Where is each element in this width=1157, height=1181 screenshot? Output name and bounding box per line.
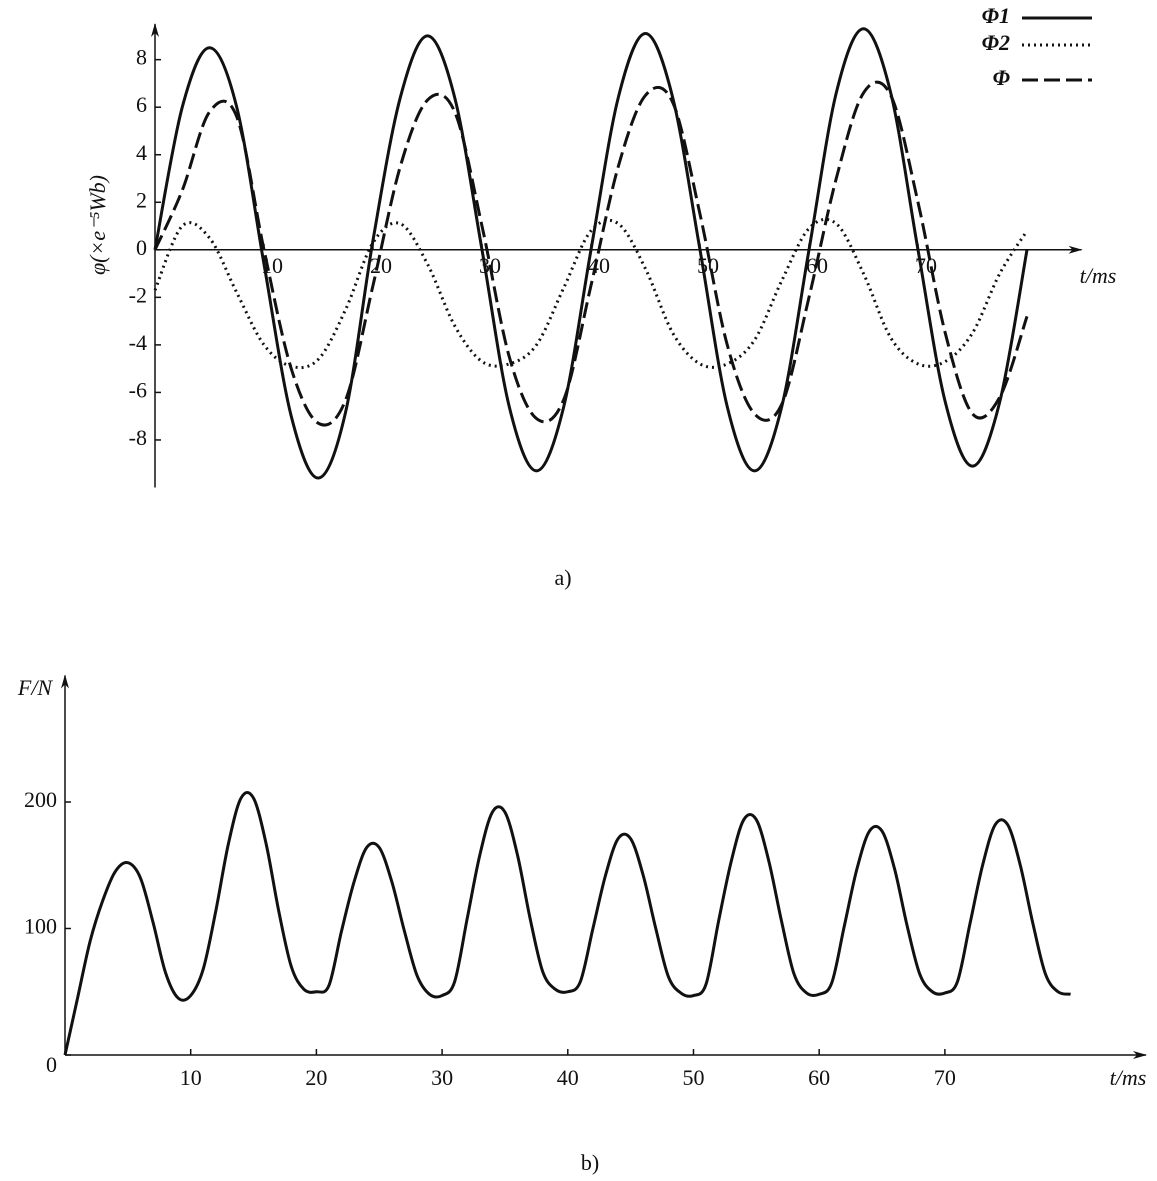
- y-tick-label: 0: [136, 235, 147, 260]
- x-tick-label: 20: [305, 1065, 327, 1090]
- y-tick-label: -4: [129, 330, 147, 355]
- x-tick-label: 70: [934, 1065, 956, 1090]
- line: [153, 27, 1029, 480]
- y-tick-label: 8: [136, 45, 147, 70]
- x-tick-label: 20: [370, 253, 392, 278]
- line: [153, 80, 1029, 427]
- legend-label: Φ1: [982, 3, 1010, 28]
- legend-label: Φ: [993, 65, 1010, 90]
- line: [63, 791, 1071, 1056]
- y-tick-label: -2: [129, 282, 147, 307]
- y-tick-label: 2: [136, 187, 147, 212]
- x-tick-label: 50: [682, 1065, 704, 1090]
- x-tick-label: 10: [180, 1065, 202, 1090]
- x-axis-label: t/ms: [1110, 1065, 1147, 1090]
- x-tick-label: 60: [808, 1065, 830, 1090]
- x-tick-label: 30: [431, 1065, 453, 1090]
- y-tick-label: -8: [129, 425, 147, 450]
- y-tick-label: -6: [129, 377, 147, 402]
- legend-label: Φ2: [982, 30, 1010, 55]
- y-tick-label: 100: [24, 914, 57, 939]
- y-tick-label: 4: [136, 140, 147, 165]
- x-tick-label: 40: [557, 1065, 579, 1090]
- y-tick-label: 0: [46, 1052, 57, 1077]
- line: [153, 217, 1029, 370]
- y-axis-label: φ(×e⁻⁵Wb): [85, 175, 110, 275]
- y-tick-label: 200: [24, 787, 57, 812]
- caption: a): [554, 565, 571, 590]
- caption: b): [581, 1150, 599, 1175]
- x-axis-label: t/ms: [1080, 263, 1117, 288]
- y-tick-label: 6: [136, 92, 147, 117]
- y-axis-label: F/N: [17, 675, 54, 700]
